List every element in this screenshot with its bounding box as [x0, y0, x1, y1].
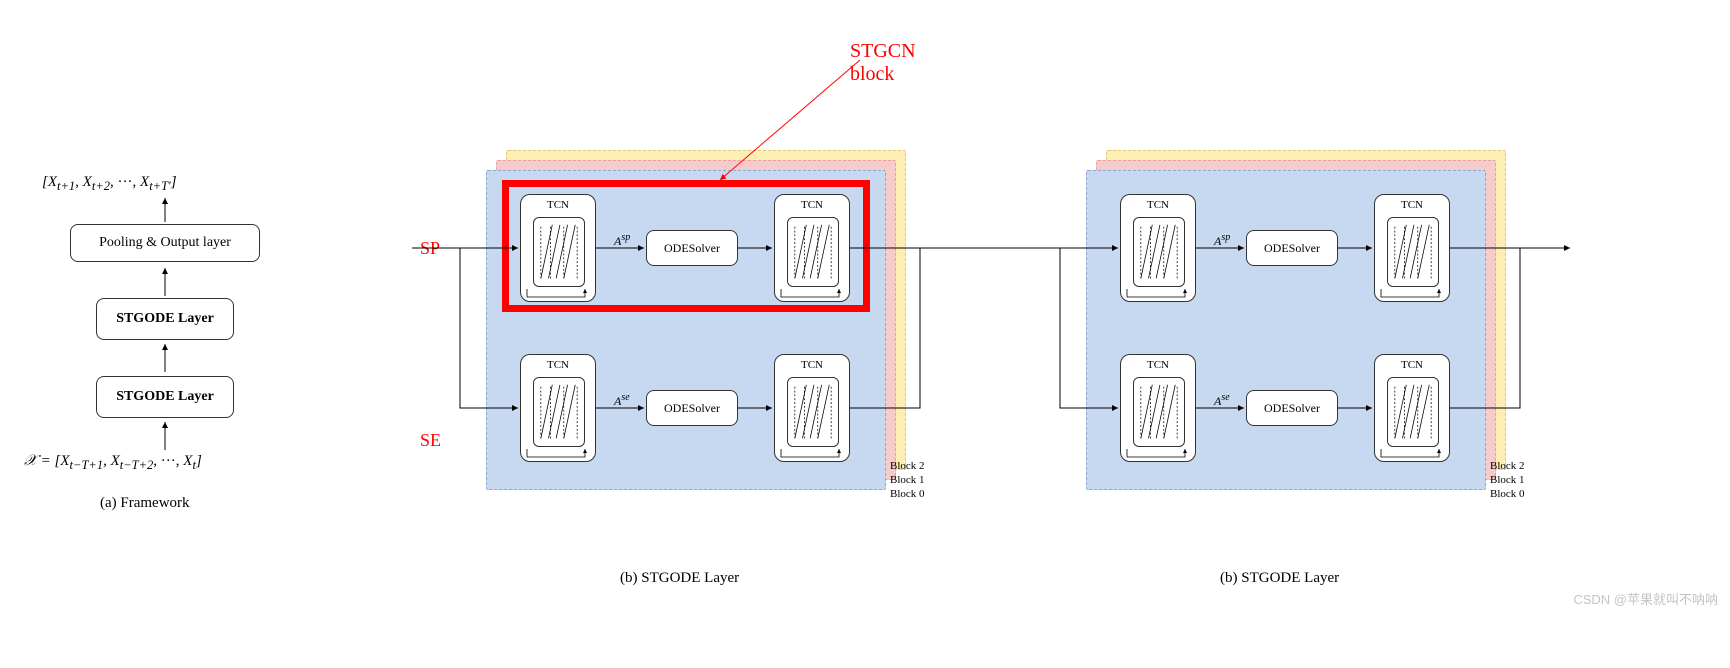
pooling-label: Pooling & Output layer — [99, 235, 231, 251]
stgode-caption-1: (b) STGODE Layer — [620, 570, 739, 587]
watermark: CSDN @苹果就叫不呐呐 — [1573, 589, 1718, 608]
stgode-block-1: Block 2 Block 1 Block 0 SP SE STGCN bloc… — [430, 150, 950, 570]
block2-arrows — [1030, 150, 1550, 510]
stgode-block-2: Block 2 Block 1 Block 0 TCN Asp ODESolve… — [1030, 150, 1550, 570]
stgode-layer-1: STGODE Layer — [96, 298, 234, 340]
framework-caption: (a) Framework — [100, 495, 190, 512]
stgode2-label: STGODE Layer — [116, 389, 214, 405]
block1-arrows — [430, 150, 950, 510]
framework-input: 𝒳 = [Xt−T+1, Xt−T+2, ···, Xt] — [24, 452, 202, 473]
framework-output: [Xt+1, Xt+2, ···, Xt+T′] — [42, 174, 177, 194]
stgcn-label: STGCN block — [850, 40, 950, 86]
stgode1-label: STGODE Layer — [116, 311, 214, 327]
stgode-layer-2: STGODE Layer — [96, 376, 234, 418]
pooling-output-layer: Pooling & Output layer — [70, 224, 260, 262]
stgode-caption-2: (b) STGODE Layer — [1220, 570, 1339, 587]
